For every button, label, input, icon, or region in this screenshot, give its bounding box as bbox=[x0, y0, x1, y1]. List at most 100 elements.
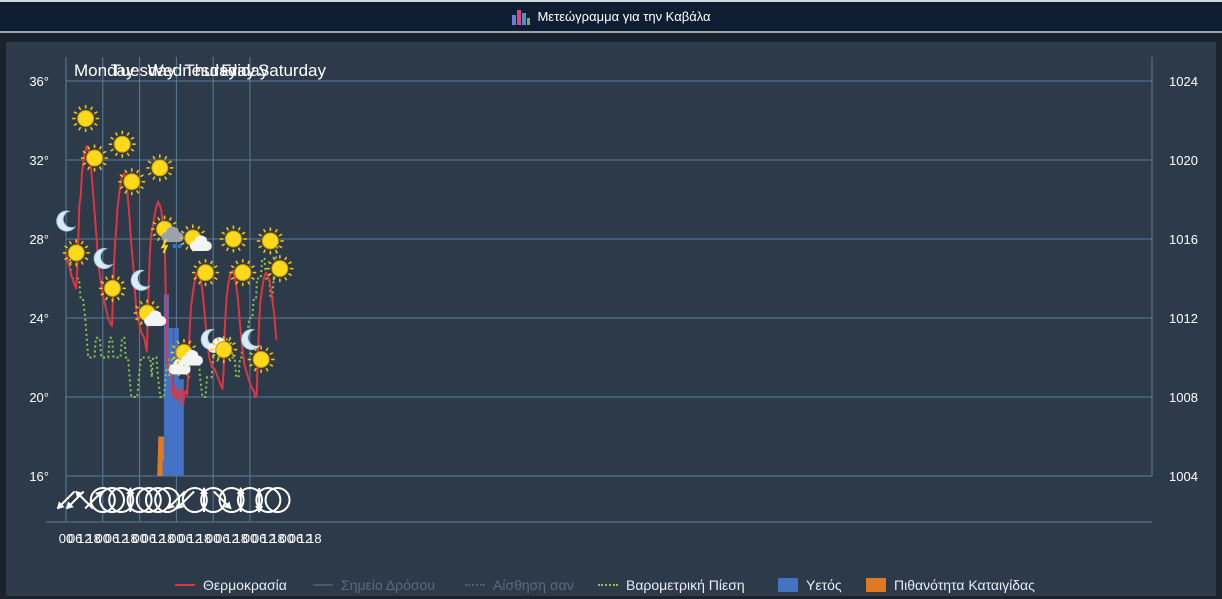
sun-ray bbox=[130, 148, 135, 152]
hour-label: 12 bbox=[151, 531, 165, 546]
sun-ray bbox=[105, 276, 109, 281]
sun-icon bbox=[98, 274, 126, 302]
hour-label: 12 bbox=[77, 531, 91, 546]
lightning bbox=[160, 238, 169, 254]
sun-ray bbox=[68, 261, 72, 265]
sun-disc bbox=[215, 341, 233, 359]
sun-ray bbox=[157, 237, 161, 242]
sun-ray bbox=[98, 145, 102, 150]
sun-ray bbox=[253, 347, 257, 352]
hour-label: 06 bbox=[289, 531, 303, 546]
sun-ray bbox=[78, 106, 82, 111]
sun-ray bbox=[232, 353, 236, 358]
sun-ray bbox=[120, 280, 125, 285]
sun-ray bbox=[251, 276, 255, 281]
moon-icon bbox=[241, 329, 261, 351]
sun-icon bbox=[247, 345, 275, 373]
sun-ray bbox=[269, 352, 274, 356]
arrow-head bbox=[255, 506, 264, 513]
sun-ray bbox=[211, 353, 216, 358]
cloud-part bbox=[173, 368, 186, 375]
sun-disc bbox=[224, 230, 242, 248]
sun-ray bbox=[135, 305, 139, 309]
y-left-tick: 36° bbox=[29, 74, 49, 89]
wind-calm-icon bbox=[181, 487, 208, 513]
sun-icon bbox=[266, 255, 294, 283]
sun-ray bbox=[155, 305, 160, 309]
arrow-head bbox=[223, 501, 232, 510]
sun-ray bbox=[82, 150, 87, 154]
legend-precipitation[interactable]: Υετός bbox=[778, 577, 842, 593]
wind-arrow-icon bbox=[176, 490, 195, 510]
precipitation-bars bbox=[162, 294, 184, 476]
sun-ray bbox=[278, 233, 283, 237]
sun-ray bbox=[288, 261, 292, 265]
meteogram-panel: 36° 1024 32° 1020 28° 1016 24° 1012 20° 1008 16° 10… bbox=[6, 42, 1216, 596]
hour-label: 06 bbox=[68, 531, 82, 546]
rain-drop bbox=[177, 244, 182, 249]
sun-ray bbox=[139, 321, 143, 326]
sun-ray bbox=[288, 272, 292, 277]
legend-feels-like[interactable]: Αίσθηση σαν bbox=[465, 577, 574, 593]
sun-ray bbox=[147, 160, 152, 164]
sun-ray bbox=[228, 337, 232, 342]
sun-ray bbox=[136, 189, 140, 194]
y-right-tick: 1004 bbox=[1169, 469, 1198, 484]
precipitation-bar bbox=[178, 379, 184, 476]
sun-ray bbox=[102, 150, 107, 154]
sun-ray bbox=[168, 160, 172, 164]
sun-disc bbox=[234, 264, 252, 282]
legend-label: Βαρομετρική Πίεση bbox=[626, 577, 745, 593]
wind-arrow-icon bbox=[167, 490, 186, 510]
sun-ray bbox=[201, 230, 205, 234]
sun-icon bbox=[118, 168, 146, 196]
arrow-head bbox=[66, 501, 74, 510]
hour-label: 18 bbox=[234, 531, 248, 546]
y-left-tick: 24° bbox=[29, 311, 49, 326]
sun-ray bbox=[241, 243, 246, 247]
wind-calm-icon bbox=[236, 487, 263, 513]
arrow-head bbox=[126, 487, 135, 494]
sun-icon bbox=[146, 154, 174, 182]
sun-ray bbox=[258, 233, 263, 237]
sun-icon bbox=[192, 259, 220, 287]
legend-pressure[interactable]: Βαρομετρική Πίεση bbox=[598, 577, 745, 593]
sun-ray bbox=[278, 245, 283, 249]
sun-ray bbox=[89, 126, 94, 131]
sun-ray bbox=[93, 122, 98, 126]
cloud-part bbox=[194, 244, 207, 251]
hour-label: 00 bbox=[169, 531, 183, 546]
sun-ray bbox=[267, 272, 272, 277]
sun-ray bbox=[235, 260, 239, 265]
y-right-tick: 1012 bbox=[1169, 311, 1198, 326]
wind-arrow-icon bbox=[56, 490, 76, 510]
sun-ray bbox=[124, 169, 128, 174]
sun-ray bbox=[168, 216, 173, 221]
sun-ray bbox=[232, 342, 236, 346]
sun-ray bbox=[110, 148, 115, 152]
legend-storm-probability[interactable]: Πιθανότητα Καταιγίδας bbox=[866, 577, 1035, 593]
sun-ray bbox=[80, 240, 84, 245]
cloud-part bbox=[166, 236, 179, 243]
legend-temperature[interactable]: Θερμοκρασία bbox=[175, 577, 287, 593]
hour-label: 12 bbox=[261, 531, 275, 546]
y-right-tick: 1024 bbox=[1169, 74, 1198, 89]
sun-ray bbox=[116, 276, 120, 281]
moon-shape bbox=[93, 248, 114, 270]
legend-dew-point[interactable]: Σημείο Δρόσου bbox=[313, 577, 435, 593]
sun-ray bbox=[265, 367, 269, 372]
moon-shape bbox=[241, 329, 261, 351]
sun-ray bbox=[221, 243, 226, 247]
title-bar: Μετεώγραμμα για την Καβάλα bbox=[0, 0, 1222, 33]
sun-ray bbox=[249, 352, 253, 356]
sun-ray bbox=[80, 261, 84, 265]
legend-label: Σημείο Δρόσου bbox=[341, 577, 435, 593]
arrow-head bbox=[199, 487, 208, 494]
sun-cloud-icon bbox=[179, 224, 212, 252]
day-label: Saturday bbox=[258, 61, 327, 80]
sun-disc bbox=[67, 244, 85, 262]
sun-ray bbox=[171, 345, 176, 349]
hour-label: 06 bbox=[252, 531, 266, 546]
sun-ray bbox=[253, 367, 257, 372]
sun-ray bbox=[274, 249, 278, 254]
